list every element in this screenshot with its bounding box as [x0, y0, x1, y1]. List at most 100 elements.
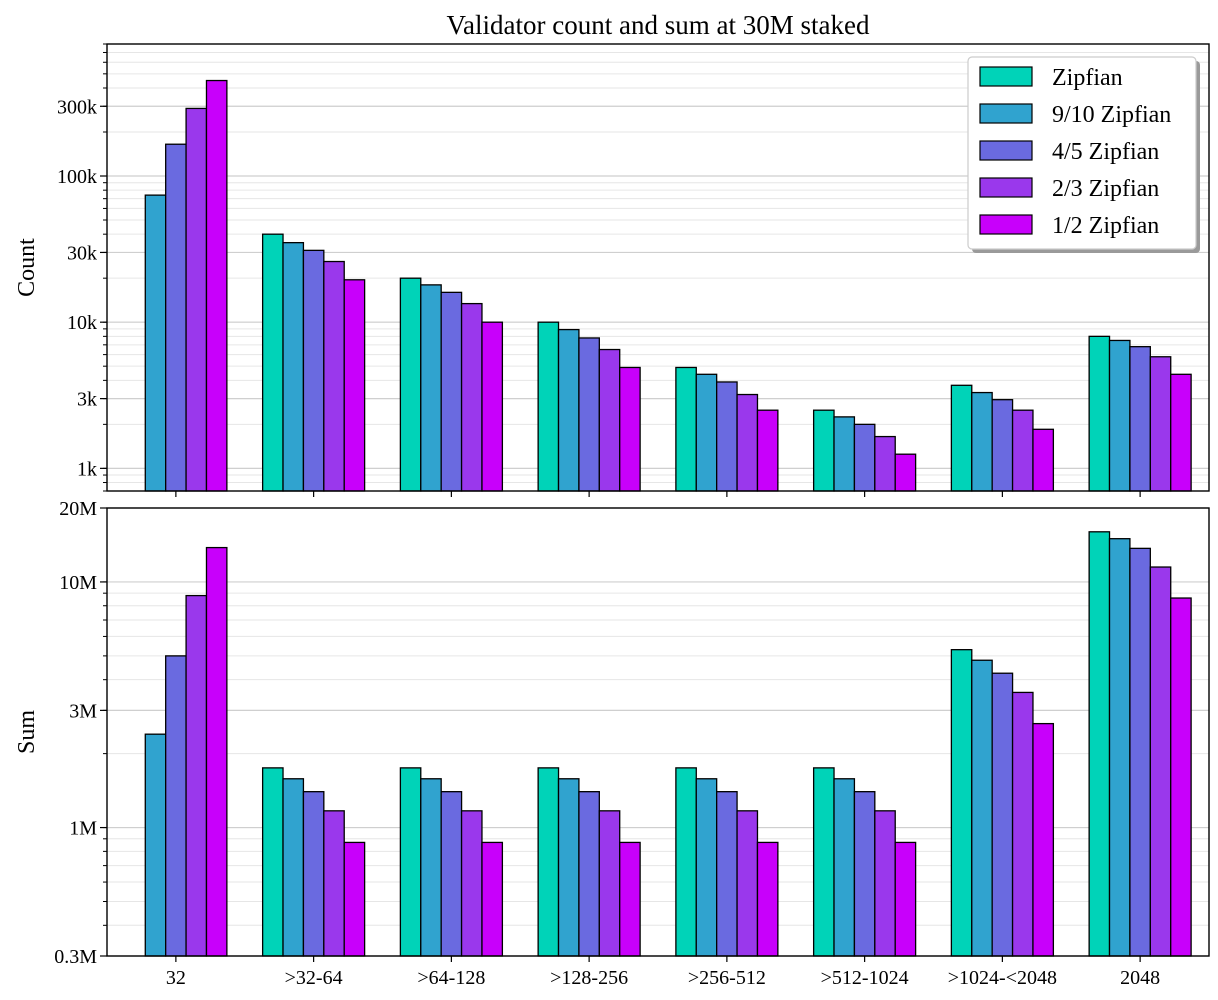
bar	[853, 791, 876, 957]
legend-swatch	[979, 103, 1033, 124]
bar	[261, 767, 284, 957]
bar	[578, 337, 600, 492]
bar	[420, 778, 442, 957]
legend-entry-label: 1/2 Zipfian	[1052, 213, 1159, 239]
bar	[756, 409, 779, 492]
bar	[1129, 547, 1151, 957]
bar	[1129, 346, 1151, 492]
bar	[323, 810, 345, 957]
bar	[185, 107, 208, 492]
plot-frame	[106, 507, 1210, 957]
bar	[716, 791, 738, 957]
x-ticks: 32 >32-64 >64-128 >128-256 >256-512 >512-1024…	[166, 956, 1160, 989]
bar	[950, 384, 973, 492]
legend-entry-label: 4/5 Zipfian	[1052, 139, 1159, 165]
bar	[736, 810, 759, 957]
y-tick-label: 20M	[59, 498, 97, 520]
y-tick-label: 10k	[67, 312, 97, 334]
bar	[675, 767, 697, 957]
y-tick-label: 100k	[57, 166, 97, 188]
bar	[481, 841, 504, 957]
bar	[619, 366, 641, 492]
x-tick-label: >256-512	[688, 967, 766, 989]
bars	[144, 79, 1192, 492]
bar	[261, 233, 284, 492]
bar	[1149, 356, 1172, 492]
legend-swatch	[979, 140, 1033, 161]
bar	[165, 655, 187, 957]
y-tick-label: 10M	[59, 572, 97, 594]
x-tick-label: >1024-<2048	[948, 967, 1057, 989]
bar	[695, 778, 718, 957]
legend-swatch	[979, 177, 1033, 198]
y-tick-label: 3k	[77, 389, 97, 411]
bar	[1170, 597, 1192, 957]
bar	[440, 791, 463, 957]
bar	[1149, 566, 1172, 957]
y-tick-label: 1k	[77, 458, 97, 480]
bar	[1032, 722, 1055, 957]
plot-frame	[106, 43, 1210, 492]
bar	[460, 810, 483, 957]
legend-swatch	[979, 66, 1033, 87]
x-tick-label: >32-64	[285, 967, 343, 989]
bar	[833, 416, 856, 492]
legend: Zipfian 9/10 Zipfian 4/5 Zipfian 2/3 Zipfia…	[967, 56, 1200, 253]
bar	[302, 249, 325, 492]
bar	[695, 373, 718, 492]
bar	[833, 778, 856, 957]
bar	[537, 767, 560, 957]
bar	[399, 277, 422, 492]
bar	[1108, 538, 1131, 957]
bar	[1011, 409, 1034, 492]
bar	[578, 791, 600, 957]
bar	[598, 348, 621, 492]
legend-swatch	[979, 214, 1033, 235]
bar	[598, 810, 621, 957]
chart-title: Validator count and sum at 30M staked	[447, 10, 870, 40]
bar	[971, 391, 993, 492]
x-tick-label: >128-256	[550, 967, 628, 989]
bar	[323, 260, 345, 492]
bar	[1088, 335, 1111, 492]
bar	[756, 841, 779, 957]
bar	[971, 659, 993, 957]
panel-count: 1k 3k 10k 30k 100k 300k Count	[14, 43, 1210, 497]
bar	[853, 423, 876, 492]
x-tick-label: >512-1024	[821, 967, 909, 989]
bar	[205, 546, 228, 957]
bar	[619, 841, 641, 957]
bar	[874, 435, 896, 492]
panel-sum: 0.3M 1M 3M 10M 20M 32 >32-64 >64-128 >128-256 >25…	[14, 498, 1210, 989]
bar	[991, 672, 1014, 957]
bar	[440, 291, 463, 492]
bar	[537, 321, 560, 492]
bar	[812, 409, 835, 492]
bar	[874, 810, 896, 957]
legend-entry-label: 2/3 Zipfian	[1052, 176, 1159, 202]
bar	[1011, 691, 1034, 957]
bar	[557, 778, 580, 957]
bar	[282, 778, 305, 957]
legend-entry-label: Zipfian	[1052, 65, 1123, 91]
bar	[1088, 531, 1111, 957]
bars	[144, 531, 1192, 957]
bar	[675, 366, 697, 492]
bar	[1108, 339, 1131, 492]
y-tick-label: 0.3M	[54, 946, 97, 968]
bar	[716, 381, 738, 492]
bar	[343, 841, 366, 957]
bar	[144, 733, 167, 957]
bar	[205, 79, 228, 492]
bar	[894, 841, 917, 957]
bar	[165, 143, 187, 492]
bar	[894, 453, 917, 492]
bar	[460, 302, 483, 492]
bar	[1170, 373, 1192, 492]
x-tick-label: 2048	[1120, 967, 1160, 989]
x-ticks	[175, 491, 1141, 497]
y-tick-label: 3M	[69, 700, 97, 722]
bar	[812, 767, 835, 957]
